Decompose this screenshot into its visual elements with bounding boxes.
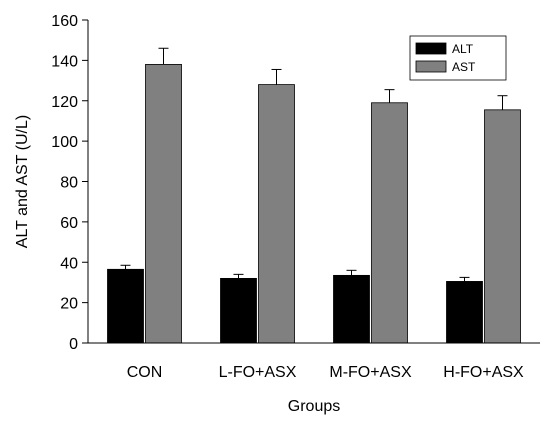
bar-ast-2	[258, 84, 295, 344]
legend-swatch-alt	[415, 42, 447, 55]
bar-ast-1	[145, 64, 182, 344]
y-tick-label: 60	[60, 215, 78, 232]
x-tick-label: M-FO+ASX	[329, 364, 412, 381]
y-tick-label: 40	[60, 255, 78, 272]
x-tick-label: H-FO+ASX	[443, 364, 524, 381]
legend-items: ALT AST	[415, 42, 476, 74]
x-ticks: CON L-FO+ASX M-FO+ASX H-FO+ASX	[127, 364, 524, 381]
bar-alt-4	[446, 281, 483, 344]
y-tick-label: 140	[51, 53, 78, 70]
bar-alt-3	[333, 274, 370, 344]
y-axis-label: ALT and AST (U/L)	[14, 115, 31, 248]
y-ticks: 0 20 40 60 80 100 120 140 160	[51, 13, 88, 353]
legend-swatch-ast	[415, 60, 447, 73]
x-tick-label: L-FO+ASX	[219, 364, 297, 381]
bar-alt-1	[107, 268, 144, 344]
y-tick-label: 120	[51, 94, 78, 111]
y-tick-label: 160	[51, 13, 78, 30]
y-tick-label: 0	[69, 336, 78, 353]
y-tick-label: 100	[51, 134, 78, 151]
x-axis-label: Groups	[288, 398, 340, 415]
y-tick-label: 80	[60, 175, 78, 192]
bar-alt-2	[220, 277, 257, 344]
bar-ast-4	[484, 109, 521, 344]
legend: ALT AST	[409, 35, 507, 81]
x-tick-label: CON	[127, 364, 163, 381]
bars-layer	[107, 47, 521, 344]
legend-label-ast: AST	[452, 60, 476, 74]
y-tick-label: 20	[60, 296, 78, 313]
bar-ast-3	[371, 102, 408, 344]
legend-label-alt: ALT	[452, 42, 474, 56]
